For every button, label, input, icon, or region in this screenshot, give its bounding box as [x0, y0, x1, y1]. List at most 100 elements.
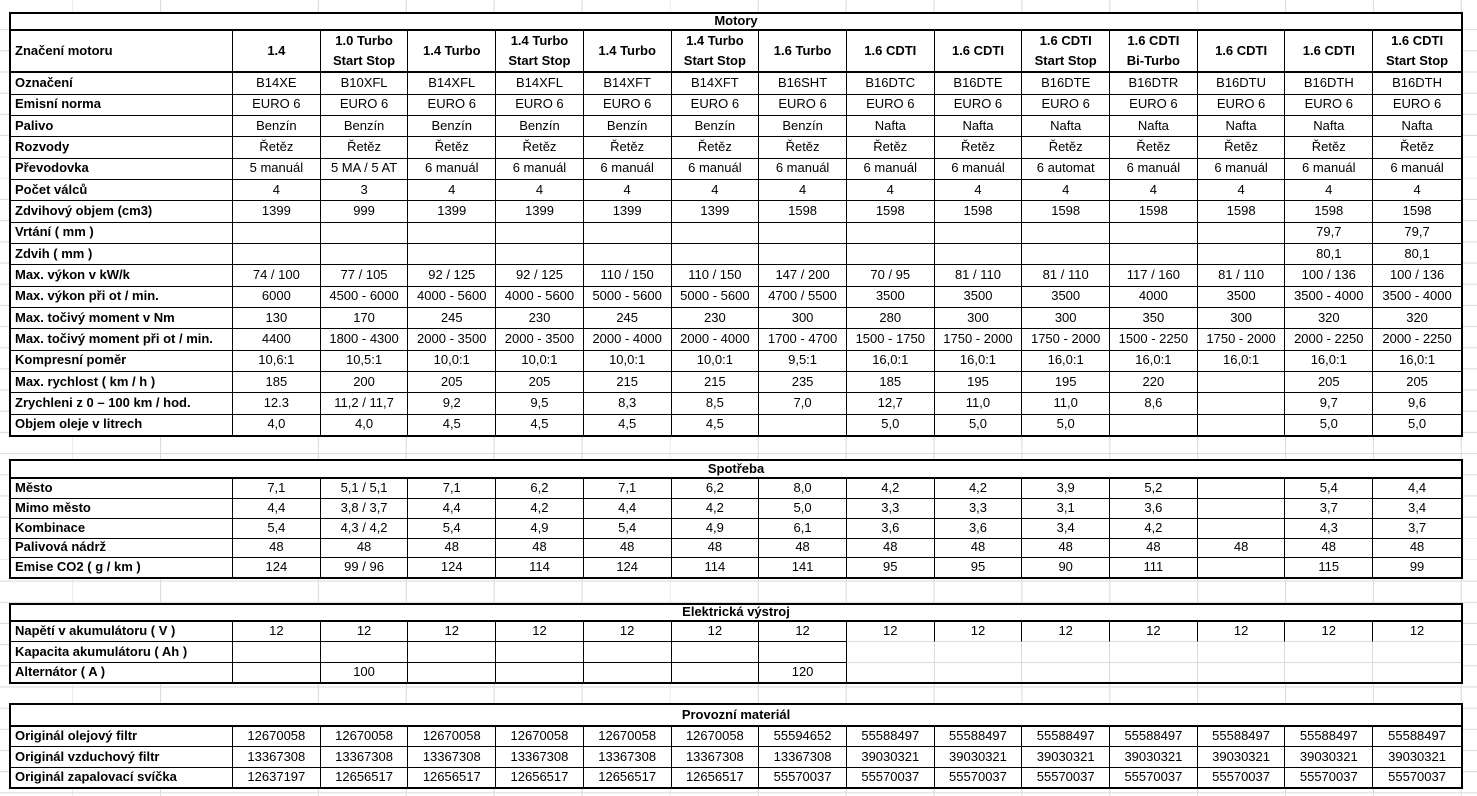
- table-cell: 2000 - 2250: [1373, 329, 1461, 351]
- column-header-4: 1.4 Turbo Start Stop: [496, 31, 584, 74]
- table-cell: 48: [496, 538, 584, 559]
- table-cell: 12,7: [846, 393, 935, 415]
- table-cell: 3500: [846, 286, 935, 309]
- table-cell: 111: [1110, 558, 1198, 577]
- table-cell: [934, 642, 1023, 663]
- row-label: Originál zapalovací svíčka: [11, 767, 233, 787]
- table-cell: 6 manuál: [759, 158, 847, 180]
- table-cell: 55570037: [847, 767, 935, 787]
- table-cell: [1022, 662, 1111, 682]
- table-cell: 39030321: [934, 747, 1023, 768]
- table-cell: [496, 244, 584, 266]
- column-header-7: 1.6 Turbo: [759, 31, 847, 74]
- table-cell: 16,0:1: [1110, 350, 1198, 373]
- table-cell: 12: [1373, 622, 1461, 643]
- table-cell: 205: [1373, 372, 1461, 394]
- table-cell: 8,0: [759, 479, 847, 499]
- section-title-elektricka-vystroj: Elektrická výstroj: [11, 605, 1461, 622]
- table-cell: 230: [496, 308, 584, 330]
- table-cell: 1800 - 4300: [320, 329, 409, 351]
- table-cell: 48: [583, 538, 672, 559]
- row-label: Emise CO2 ( g / km ): [11, 558, 233, 577]
- table-cell: 95: [847, 558, 935, 577]
- table-cell: 245: [583, 308, 672, 330]
- table-cell: Nafta: [1197, 115, 1286, 138]
- table-cell: [233, 222, 321, 245]
- table-cell: [1285, 662, 1374, 682]
- table-cell: 1598: [1110, 201, 1198, 223]
- table-cell: 12: [1285, 622, 1374, 643]
- column-header-9: 1.6 CDTI: [934, 31, 1023, 74]
- table-cell: 1598: [1197, 201, 1286, 223]
- table-cell: 95: [935, 558, 1023, 577]
- table-cell: 6 manuál: [583, 158, 672, 180]
- table-cell: 1399: [233, 201, 321, 223]
- table-cell: 5,4: [1285, 479, 1374, 499]
- row-label: Max. točivý moment při ot / min.: [11, 329, 233, 351]
- table-cell: 3,3: [934, 498, 1023, 519]
- table-cell: 1750 - 2000: [1197, 329, 1286, 351]
- table-cell: [1110, 662, 1198, 682]
- table-cell: B14XFT: [671, 73, 760, 95]
- table-cell: 5,4: [583, 518, 672, 539]
- table-cell: 1500 - 1750: [846, 329, 935, 351]
- table-cell: [935, 662, 1023, 682]
- table-cell: 110 / 150: [671, 265, 760, 287]
- table-cell: 4,4: [408, 498, 497, 519]
- table-cell: 39030321: [1285, 747, 1374, 768]
- column-header-8: 1.6 CDTI: [846, 31, 935, 74]
- column-header-3: 1.4 Turbo: [408, 31, 497, 74]
- table-cell: EURO 6: [1285, 94, 1374, 116]
- table-cell: [1022, 222, 1111, 245]
- table-cell: 13367308: [759, 747, 847, 768]
- row-label: Převodovka: [11, 158, 233, 180]
- table-cell: EURO 6: [1022, 94, 1111, 116]
- table-cell: 4,2: [671, 498, 760, 519]
- table-cell: EURO 6: [1110, 94, 1198, 116]
- table-cell: 320: [1285, 308, 1374, 330]
- table-cell: Benzín: [671, 115, 760, 138]
- table-cell: 55570037: [1388, 768, 1446, 784]
- table-cell: Nafta: [934, 115, 1023, 138]
- table-cell: 999: [320, 201, 409, 223]
- table-cell: 5 manuál: [233, 158, 321, 180]
- table-cell: 5,0: [1408, 416, 1427, 432]
- table-cell: 74 / 100: [233, 265, 321, 287]
- table-cell: 9,5: [496, 393, 584, 415]
- table-cell: 230: [671, 308, 760, 330]
- table-cell: 77 / 105: [320, 265, 409, 287]
- table-cell: 48: [759, 538, 847, 559]
- table-cell: 12: [671, 622, 760, 643]
- table-cell: [1197, 222, 1286, 245]
- table-cell: B14XFL: [408, 73, 497, 95]
- table-cell: EURO 6: [846, 94, 935, 116]
- row-label: Palivová nádrž: [11, 538, 233, 559]
- table-cell: 114: [496, 558, 584, 577]
- column-header-13: 1.6 CDTI: [1285, 31, 1374, 74]
- table-cell: [1110, 244, 1198, 266]
- table-cell: 200: [320, 372, 409, 394]
- row-label: Max. točivý moment v Nm: [11, 308, 233, 330]
- table-cell: 5,0: [935, 414, 1023, 435]
- column-header-1: 1.4: [233, 31, 321, 74]
- table-cell: Řetěz: [671, 137, 760, 159]
- table-cell: 3500 - 4000: [1285, 286, 1374, 309]
- table-cell: 8,5: [671, 393, 760, 415]
- table-cell: 3500: [934, 286, 1023, 309]
- table-cell: 1598: [759, 201, 847, 223]
- table-cell: 5000 - 5600: [671, 286, 760, 309]
- table-cell: 55570037: [759, 767, 847, 787]
- table-cell: 235: [759, 372, 847, 394]
- table-cell: Řetěz: [1285, 137, 1374, 159]
- table-cell: 80,1: [1285, 244, 1374, 266]
- table-cell: [1197, 642, 1286, 663]
- table-cell: [759, 244, 847, 266]
- table-cell: 81 / 110: [1022, 265, 1111, 287]
- table-cell: 13367308: [496, 747, 584, 768]
- table-cell: 100: [321, 662, 409, 682]
- table-cell: 4,3 / 4,2: [320, 518, 409, 539]
- table-cell: [846, 222, 935, 245]
- table-cell: 141: [759, 558, 847, 577]
- table-cell: 220: [1110, 372, 1198, 394]
- row-label: Vrtání ( mm ): [11, 222, 233, 245]
